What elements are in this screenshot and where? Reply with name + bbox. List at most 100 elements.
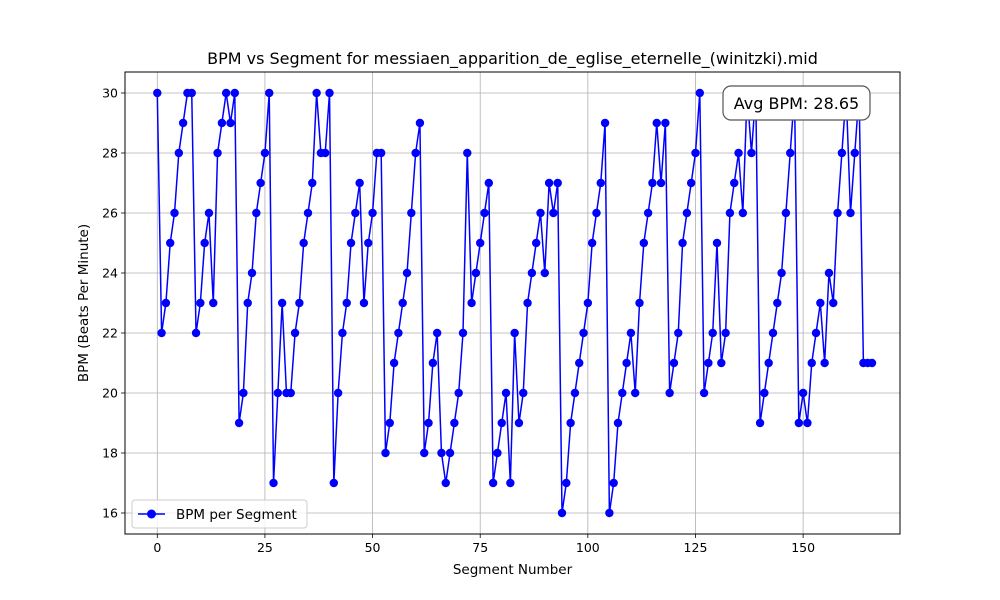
plot-frame [124,71,901,535]
bpm-data-point [777,268,786,278]
bpm-data-point [252,208,261,218]
bpm-data-point [803,418,812,428]
bpm-data-point [471,268,481,278]
bpm-data-point [643,208,653,218]
bpm-data-point [308,178,317,188]
x-tick-label: 100 [576,540,600,555]
x-tick-label: 25 [257,540,273,555]
bpm-data-point [484,178,494,188]
bpm-data-point [497,418,506,428]
bpm-data-point [359,298,369,308]
bpm-data-point [437,448,446,458]
bpm-data-point [717,358,726,368]
y-tick-label: 16 [102,506,118,521]
bpm-data-point [234,418,244,428]
bpm-data-point [458,328,468,338]
x-axis-label: Segment Number [453,562,573,578]
bpm-data-point [398,298,407,308]
bpm-data-point [342,298,351,308]
bpm-data-point [299,238,308,248]
bpm-data-point [338,328,347,338]
bpm-data-point [153,88,162,98]
bpm-data-point [467,298,476,308]
bpm-data-point [394,328,403,338]
bpm-data-point [613,418,623,428]
bpm-data-point [557,508,567,518]
x-tick-label: 50 [365,540,381,555]
bpm-data-point [570,388,580,398]
bpm-data-point [527,268,537,278]
bpm-data-point [277,298,287,308]
bpm-data-point [626,328,636,338]
bpm-data-point [579,328,588,338]
bpm-data-point [226,118,235,128]
bpm-data-point [376,148,386,158]
bpm-data-point [867,358,877,368]
bpm-data-point [265,88,274,98]
bpm-data-point [583,298,593,308]
bpm-data-point [424,418,433,428]
bpm-data-point [381,448,390,458]
bpm-data-point [256,178,265,188]
bpm-data-point [368,208,377,218]
bpm-data-point [178,118,188,128]
legend-label: BPM per Segment [176,507,297,523]
bpm-data-point [829,298,838,308]
bpm-data-point [652,118,661,128]
bpm-data-point [441,478,450,488]
y-tick-label: 30 [102,86,118,101]
bpm-data-point [174,148,184,158]
bpm-data-point [510,328,519,338]
bpm-data-point [346,238,356,248]
bpm-data-point [523,298,532,308]
bpm-data-point [618,388,627,398]
bpm-data-point [609,478,618,488]
bpm-data-point [312,88,321,98]
bpm-data-point [170,208,179,218]
bpm-data-point [661,118,670,128]
bpm-data-point [506,478,515,488]
bpm-data-point [656,178,666,188]
bpm-data-point [385,418,394,428]
bpm-data-point [415,118,425,128]
bpm-data-point [157,328,166,338]
bpm-data-point [269,478,278,488]
bpm-data-point [747,148,756,158]
bpm-data-point [786,148,795,158]
bpm-data-point [351,208,360,218]
bpm-data-point [721,328,730,338]
bpm-data-point [781,208,791,218]
bpm-data-point [699,388,709,398]
tick-layer: 0 25 50 75 100 125 150 16 18 20 22 24 26 28 30 [102,86,815,556]
bpm-data-point [187,88,196,98]
bpm-data-point [191,328,201,338]
bpm-data-point [493,448,502,458]
bpm-data-point [221,88,231,98]
bpm-data-point [639,238,649,248]
bpm-data-point [389,358,399,368]
bpm-data-point [355,178,364,188]
bpm-data-point [760,388,769,398]
bpm-data-point [824,268,834,278]
bpm-data-point [329,478,339,488]
bpm-data-point [592,208,601,218]
bpm-data-point [725,208,735,218]
bpm-data-point [402,268,412,278]
bpm-data-point [420,448,429,458]
bpm-data-point [794,418,804,428]
bpm-data-point [463,148,472,158]
bpm-data-point [407,208,416,218]
bpm-data-point [480,208,489,218]
bpm-data-point [295,298,304,308]
bpm-data-point [230,88,239,98]
legend-box [131,499,308,529]
bpm-data-point [811,328,821,338]
bpm-data-point [260,148,270,158]
bpm-data-point [738,208,748,218]
bpm-data-point [540,268,549,278]
bpm-data-point [364,238,373,248]
bpm-data-point [476,238,485,248]
avg-bpm-annotation: Avg BPM: 28.65 [722,85,871,121]
bpm-data-point [243,298,252,308]
